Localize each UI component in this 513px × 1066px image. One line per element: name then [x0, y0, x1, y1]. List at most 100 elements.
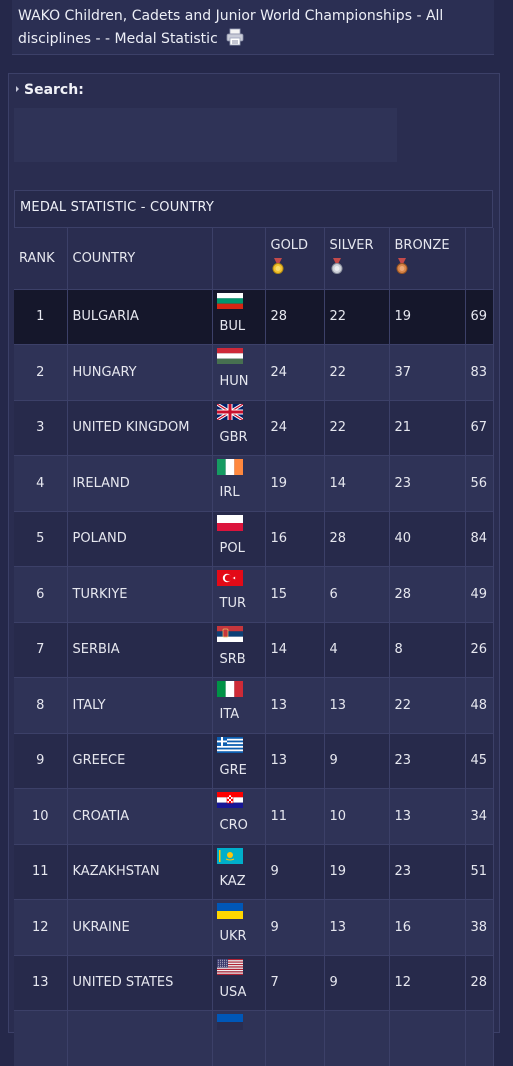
total-count: 34: [465, 789, 493, 845]
silver-count: 9: [324, 955, 389, 1011]
bronze-count: 19: [389, 289, 465, 345]
rank-cell: [14, 1011, 67, 1066]
column-header-country[interactable]: COUNTRY: [67, 228, 212, 289]
flag-icon-usa: [217, 959, 243, 975]
rank-cell: 9: [14, 733, 67, 789]
country-code: GBR: [220, 430, 248, 445]
flag-cell: POL: [212, 511, 265, 567]
gold-count: 14: [265, 622, 324, 678]
silver-count: 22: [324, 289, 389, 345]
rank-cell: 8: [14, 678, 67, 734]
flag-cell: GBR: [212, 400, 265, 456]
flag-icon-cro: [217, 792, 243, 808]
country-cell[interactable]: UNITED KINGDOM: [67, 400, 212, 456]
gold-count: 16: [265, 511, 324, 567]
bronze-label: BRONZE: [395, 238, 450, 253]
gold-count: 9: [265, 844, 324, 900]
country-code: USA: [220, 985, 247, 1000]
total-count: [465, 1011, 493, 1066]
flag-icon-tur: [217, 570, 243, 586]
bronze-count: 16: [389, 900, 465, 956]
bronze-count: 13: [389, 789, 465, 845]
country-code: BUL: [220, 319, 246, 334]
total-count: 69: [465, 289, 493, 345]
silver-count: 19: [324, 844, 389, 900]
country-cell[interactable]: TURKIYE: [67, 567, 212, 623]
silver-count: 22: [324, 400, 389, 456]
country-cell[interactable]: KAZAKHSTAN: [67, 844, 212, 900]
bronze-count: 23: [389, 844, 465, 900]
country-cell[interactable]: HUNGARY: [67, 345, 212, 401]
total-count: 26: [465, 622, 493, 678]
search-label-text: Search:: [24, 82, 84, 98]
total-count: 84: [465, 511, 493, 567]
country-cell[interactable]: SERBIA: [67, 622, 212, 678]
bronze-count: 23: [389, 456, 465, 512]
gold-count: 28: [265, 289, 324, 345]
flag-cell: CRO: [212, 789, 265, 845]
rank-cell: 11: [14, 844, 67, 900]
total-count: 38: [465, 900, 493, 956]
country-cell[interactable]: POLAND: [67, 511, 212, 567]
search-input[interactable]: [14, 108, 397, 162]
country-cell[interactable]: ITALY: [67, 678, 212, 734]
column-header-rank[interactable]: RANK: [14, 228, 67, 289]
country-code: SRB: [220, 652, 246, 667]
country-code: GRE: [220, 763, 247, 778]
silver-count: 9: [324, 733, 389, 789]
country-code: IRL: [220, 485, 240, 500]
flag-cell: KAZ: [212, 844, 265, 900]
gold-count: 24: [265, 345, 324, 401]
flag-icon-pol: [217, 515, 243, 531]
country-cell[interactable]: UNITED STATES: [67, 955, 212, 1011]
country-code: KAZ: [220, 874, 246, 889]
medal-table: RANK COUNTRY GOLD SILVER: [14, 228, 494, 1066]
bronze-count: 22: [389, 678, 465, 734]
flag-cell: SRB: [212, 622, 265, 678]
country-cell[interactable]: [67, 1011, 212, 1066]
flag-icon-hun: [217, 348, 243, 364]
column-header-gold[interactable]: GOLD: [265, 228, 324, 289]
silver-count: 28: [324, 511, 389, 567]
rank-cell: 5: [14, 511, 67, 567]
flag-cell: IRL: [212, 456, 265, 512]
country-cell[interactable]: BULGARIA: [67, 289, 212, 345]
silver-count: [324, 1011, 389, 1066]
silver-count: 6: [324, 567, 389, 623]
country-cell[interactable]: GREECE: [67, 733, 212, 789]
country-cell[interactable]: CROATIA: [67, 789, 212, 845]
gold-count: 13: [265, 733, 324, 789]
country-cell[interactable]: IRELAND: [67, 456, 212, 512]
flag-icon-ukr: [217, 903, 243, 919]
flag-icon-gbr: [217, 404, 243, 420]
gold-count: 15: [265, 567, 324, 623]
printer-icon[interactable]: [226, 28, 244, 54]
rank-cell: 2: [14, 345, 67, 401]
country-code: CRO: [220, 818, 248, 833]
table-row[interactable]: [14, 1011, 493, 1066]
country-cell[interactable]: UKRAINE: [67, 900, 212, 956]
column-header-bronze[interactable]: BRONZE: [389, 228, 465, 289]
flag-cell: ITA: [212, 678, 265, 734]
silver-count: 13: [324, 678, 389, 734]
page-header: WAKO Children, Cadets and Junior World C…: [12, 0, 494, 55]
flag-cell: GRE: [212, 733, 265, 789]
flag-cell: TUR: [212, 567, 265, 623]
bronze-count: 8: [389, 622, 465, 678]
total-count: 48: [465, 678, 493, 734]
column-header-silver[interactable]: SILVER: [324, 228, 389, 289]
